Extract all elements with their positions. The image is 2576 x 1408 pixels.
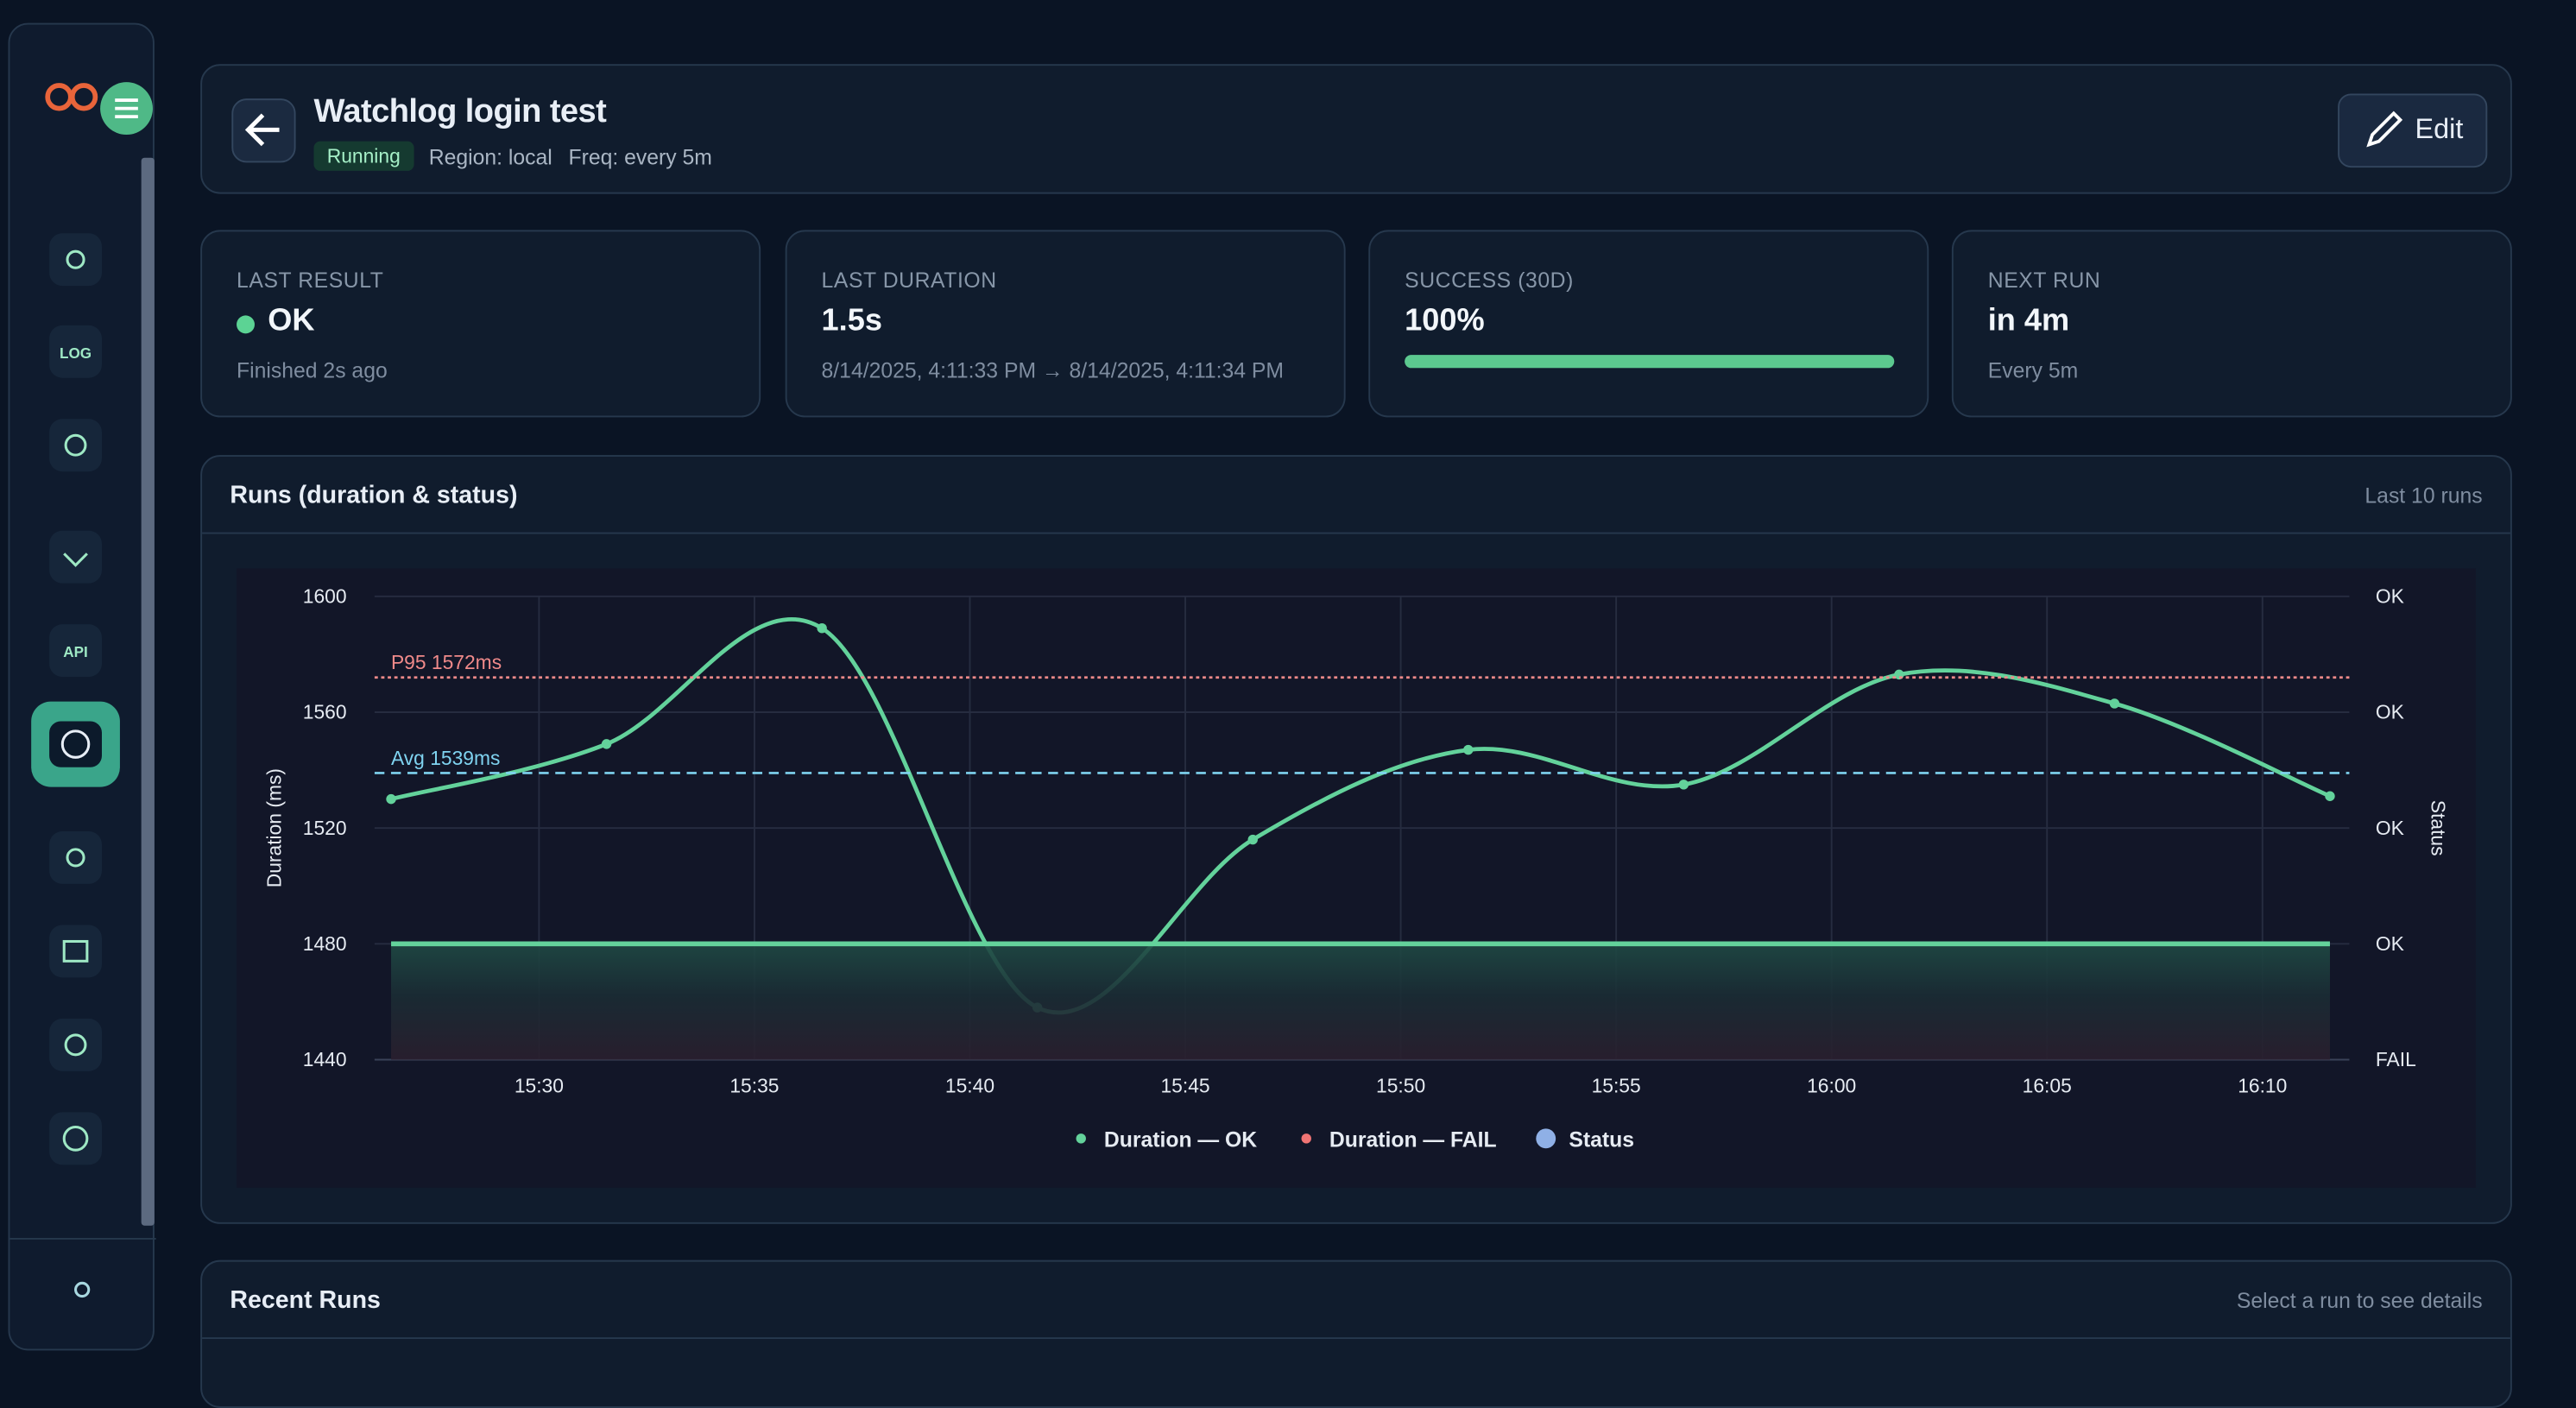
card-value: in 4m [1987, 304, 2070, 339]
legend-swatch [1536, 1128, 1556, 1149]
status-badge: Running [313, 141, 414, 171]
y-tick-label: 1520 [303, 817, 347, 839]
y2-axis-label: Status [2428, 800, 2450, 856]
recent-note: Select a run to see details [2236, 1288, 2483, 1313]
y2-tick-label: OK [2376, 932, 2404, 955]
app: LOG API Watchlog login test Running Regi… [8, 22, 2512, 1408]
y-tick-label: 1440 [303, 1048, 347, 1070]
scrollbar[interactable] [141, 157, 155, 1226]
duration-point [2325, 791, 2335, 801]
card-value: 1.5s [821, 304, 882, 339]
edit-button[interactable]: Edit [2338, 93, 2488, 168]
back-button[interactable] [231, 98, 296, 163]
status-area [391, 944, 2330, 1060]
x-tick-label: 16:05 [2023, 1075, 2072, 1097]
duration-point [1678, 780, 1689, 790]
progress-bar [1405, 355, 1895, 369]
x-tick-label: 15:55 [1592, 1075, 1641, 1097]
legend-swatch [1301, 1133, 1311, 1144]
nav-log: LOG [60, 345, 92, 362]
status-dot [237, 315, 255, 334]
edit-label: Edit [2415, 113, 2464, 145]
card-sub: Finished 2s ago [237, 357, 388, 383]
card-value: OK [268, 304, 315, 339]
stat-card: LAST RESULT OK Finished 2s ago [200, 230, 761, 418]
header: Watchlog login test Running Region: loca… [200, 64, 2512, 194]
legend-label: Duration — OK [1104, 1128, 1257, 1152]
y2-tick-label: FAIL [2376, 1048, 2416, 1070]
x-tick-label: 15:30 [515, 1075, 564, 1097]
y2-tick-label: OK [2376, 584, 2404, 607]
panel-note: Last 10 runs [2364, 483, 2483, 508]
x-tick-label: 15:40 [945, 1075, 994, 1097]
duration-point [817, 623, 827, 634]
y-tick-label: 1480 [303, 932, 347, 955]
x-tick-label: 16:00 [1807, 1075, 1856, 1097]
stat-card: NEXT RUN in 4m Every 5m [1951, 230, 2512, 418]
duration-point [1463, 744, 1474, 755]
y-tick-label: 1560 [303, 701, 347, 723]
card-label: SUCCESS (30D) [1405, 268, 1574, 293]
x-tick-label: 16:10 [2238, 1075, 2287, 1097]
card-sub: Every 5m [1987, 357, 2079, 383]
card-sub: 8/14/2025, 4:11:33 PM → 8/14/2025, 4:11:… [821, 357, 1285, 383]
legend-label: Duration — FAIL [1329, 1128, 1497, 1152]
card-label: LAST DURATION [821, 268, 997, 293]
y-tick-label: 1600 [303, 584, 347, 607]
stat-card: LAST DURATION 1.5s 8/14/2025, 4:11:33 PM →… [785, 230, 1346, 418]
chart: 1440 1480 1520 1560 1600 15:30 15:35 15:40 15:45… [237, 568, 2476, 1188]
duration-point [601, 739, 612, 749]
card-label: NEXT RUN [1987, 268, 2101, 293]
stat-card: SUCCESS (30D) 100% [1368, 230, 1929, 418]
duration-point [1247, 834, 1258, 845]
reference-label: P95 1572ms [391, 651, 502, 673]
legend-label: Status [1569, 1128, 1634, 1152]
nav-icons: LOG API [9, 82, 156, 1298]
duration-point [386, 793, 396, 805]
card-value: 100% [1405, 304, 1485, 339]
y2-tick-label: OK [2376, 817, 2404, 839]
legend-swatch [1076, 1133, 1086, 1144]
plot-bg [237, 568, 2476, 1188]
x-tick-label: 15:45 [1160, 1075, 1209, 1097]
y-axis-label: Duration (ms) [262, 768, 285, 887]
recent-runs: Recent Runs Select a run to see details [200, 1260, 2512, 1408]
duration-point [2109, 698, 2120, 709]
region: Region: local [428, 144, 552, 170]
logo [45, 83, 98, 111]
nav-buttons[interactable] [49, 233, 102, 1165]
card-label: LAST RESULT [237, 268, 384, 293]
title: Watchlog login test [313, 93, 607, 130]
reference-label: Avg 1539ms [391, 747, 500, 769]
page: LOG API Watchlog login test Running Regi… [8, 22, 2512, 1408]
recent-title: Recent Runs [230, 1286, 381, 1315]
freq: Freq: every 5m [568, 144, 712, 170]
x-tick-label: 15:35 [729, 1075, 779, 1097]
x-tick-label: 15:50 [1376, 1075, 1425, 1097]
panel-title: Runs (duration & status) [230, 481, 518, 509]
sidebar: LOG API [8, 22, 156, 1351]
progress-track [1405, 355, 1895, 369]
nav-api: API [63, 644, 88, 660]
duration-line [390, 617, 2331, 1015]
y2-tick-label: OK [2376, 701, 2404, 723]
